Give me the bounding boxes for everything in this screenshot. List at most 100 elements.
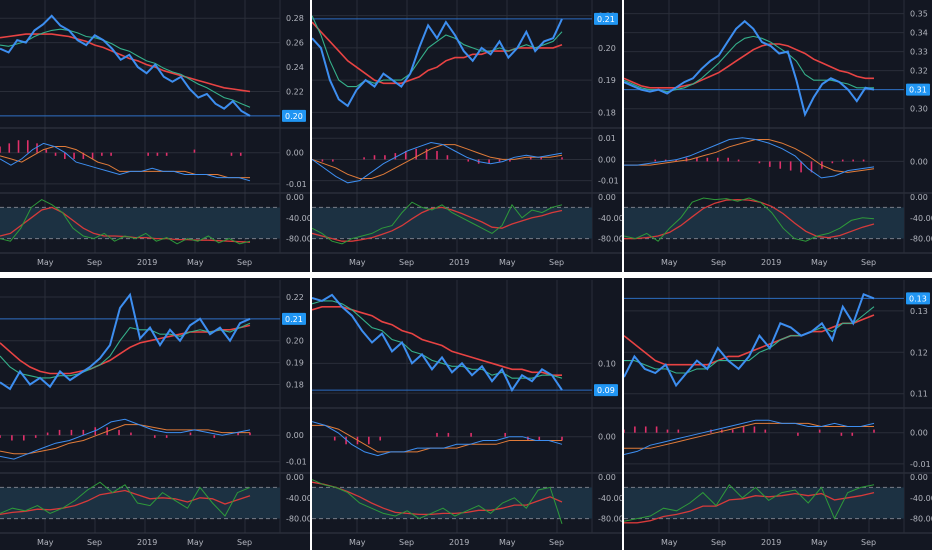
osc-tick-label: -40.00 [286,494,310,503]
price-tick-label: 0.20 [598,44,616,53]
macd-tick-label: -0.01 [598,177,619,186]
osc-fast-line [0,199,251,245]
oscillator-band [0,207,280,239]
macd-line [624,137,875,179]
macd-line [312,421,563,457]
price-tick-label: 0.13 [910,307,928,316]
x-tick-label: May [661,258,678,267]
price-tick-label: 0.18 [286,380,304,389]
osc-tick-label: 0.00 [598,473,616,482]
oscillator-band [624,487,904,519]
macd-line [0,142,251,182]
x-tick-label: Sep [711,258,726,267]
macd-line [0,418,251,460]
x-tick-label: Sep [549,538,564,547]
last-price-badge [906,292,930,305]
price-line [624,292,875,388]
osc-tick-label: 0.00 [286,473,304,482]
x-tick-label: Sep [399,538,414,547]
osc-tick-label: -40.00 [598,214,622,223]
macd-tick-label: -0.01 [286,180,307,189]
osc-tick-label: -40.00 [910,494,932,503]
price-tick-label: 0.18 [598,108,616,117]
osc-tick-label: -40.00 [598,494,622,503]
price-tick-label: 0.10 [598,359,616,368]
x-tick-label: 2019 [449,258,469,267]
x-tick-label: May [37,538,54,547]
last-price-badge-text: 0.31 [909,86,927,95]
macd-line [624,419,875,455]
x-tick-label: 2019 [137,258,157,267]
chart-panel-1: 0.280.260.240.220.200.200.00-0.010.00-40… [0,0,310,267]
x-tick-label: Sep [549,258,564,267]
ma-fast-line [0,28,251,108]
horizontal-separator [0,272,932,278]
x-tick-label: May [499,538,516,547]
osc-fast-line [0,481,251,517]
x-tick-label: 2019 [137,538,157,547]
osc-tick-label: -80.00 [286,515,310,524]
last-price-badge [594,12,618,25]
macd-tick-label: 0.00 [910,429,928,438]
chart-panel-3: 0.350.340.330.320.310.300.310.000.00-40.… [624,0,932,267]
osc-tick-label: -40.00 [286,214,310,223]
x-tick-label: Sep [237,538,252,547]
x-tick-label: May [349,538,366,547]
x-tick-label: Sep [861,258,876,267]
price-tick-label: 0.19 [598,76,616,85]
x-tick-label: May [187,538,204,547]
ma-fast-line [624,35,874,93]
osc-slow-line [624,491,875,524]
price-tick-label: 0.26 [286,39,304,48]
osc-tick-label: -40.00 [910,214,932,223]
price-tick-label: 0.22 [286,293,304,302]
x-tick-label: May [811,258,828,267]
price-line [0,292,251,391]
x-tick-label: May [499,258,516,267]
signal-line [312,144,563,179]
osc-tick-label: -80.00 [286,235,310,244]
price-tick-label: 0.20 [286,337,304,346]
macd-tick-label: -0.01 [286,458,307,467]
signal-line [0,424,250,455]
last-price-badge-text: 0.21 [597,15,615,24]
price-tick-label: 0.22 [286,87,304,96]
oscillator-band [0,487,280,519]
price-tick-label: 0.24 [286,63,304,72]
ma-slow-line [312,21,563,85]
chart-panel-2: 0.210.200.190.180.210.010.00-0.010.00-40… [312,0,622,267]
osc-fast-line [624,197,875,242]
x-tick-label: May [811,538,828,547]
oscillator-band [624,207,904,239]
x-tick-label: May [37,258,54,267]
osc-tick-label: -80.00 [598,235,622,244]
x-tick-label: Sep [711,538,726,547]
osc-fast-line [312,479,563,524]
macd-line [312,141,563,184]
osc-slow-line [624,198,875,240]
price-tick-label: 0.34 [910,29,928,38]
x-tick-label: 2019 [761,538,781,547]
macd-tick-label: 0.00 [286,431,304,440]
osc-tick-label: 0.00 [286,193,304,202]
macd-tick-label: 0.00 [286,149,304,158]
osc-fast-line [624,484,875,522]
price-tick-label: 0.19 [286,359,304,368]
osc-tick-label: -80.00 [910,515,932,524]
ma-slow-line [312,306,562,376]
macd-tick-label: 0.00 [910,157,928,166]
osc-tick-label: 0.00 [598,193,616,202]
signal-line [624,139,875,173]
ma-slow-line [624,43,874,89]
last-price-badge-text: 0.20 [285,112,303,121]
last-price-badge-text: 0.21 [285,315,303,324]
x-tick-label: 2019 [761,258,781,267]
osc-tick-label: -80.00 [598,515,622,524]
macd-tick-label: -0.01 [910,460,931,469]
price-tick-label: 0.12 [910,348,928,357]
chart-panel-5: 0.100.090.090.000.00-40.00-80.00MaySep20… [312,280,622,547]
x-tick-label: May [187,258,204,267]
signal-line [624,422,874,449]
